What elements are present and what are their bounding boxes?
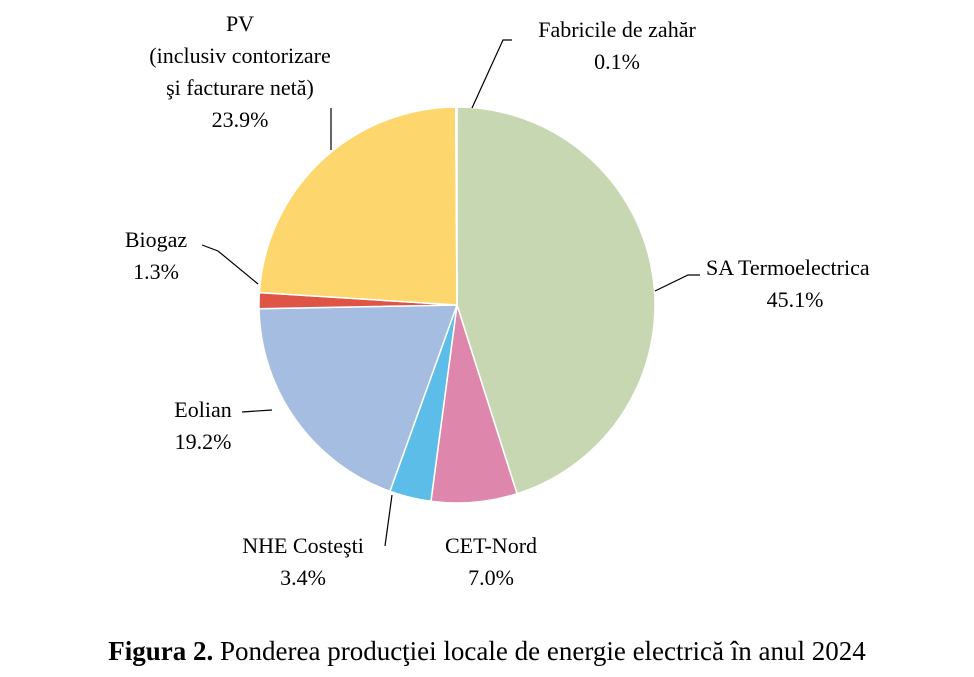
leader-line [241,409,273,413]
slice-percent-label: 45.1% [767,287,824,312]
slice-label: Fabricile de zahăr [538,17,696,42]
caption-text: Ponderea producţiei locale de energie el… [213,636,866,666]
pie-slice [456,106,656,495]
leader-line [384,494,393,547]
pie-slices [258,106,656,504]
leader-line [201,244,259,285]
slice-label: SA Termoelectrica [706,255,870,280]
slice-percent-label: 0.1% [594,49,640,74]
slice-label: (inclusiv contorizare [149,43,330,68]
slice-label: Eolian [174,397,231,422]
leader-lines [201,39,700,547]
slice-percent-label: 1.3% [133,259,179,284]
slice-labels: SA Termoelectrica 45.1% CET-Nord 7.0% NHE Co… [125,11,870,590]
leader-line [654,274,700,292]
pie-slice [455,106,458,306]
figure-caption: Figura 2. Ponderea producţiei locale de … [0,636,974,667]
slice-percent-label: 19.2% [175,429,232,454]
pie-slice [258,106,458,306]
slice-label: şi facturare netă) [166,75,314,100]
leader-line [471,39,512,109]
pie-slice [258,304,459,493]
slice-percent-label: 23.9% [212,107,269,132]
slice-label: Biogaz [125,227,188,252]
pie-chart: SA Termoelectrica 45.1% CET-Nord 7.0% NHE Co… [125,11,870,590]
caption-prefix: Figura 2. [108,636,214,666]
slice-label: PV [226,11,254,36]
slice-percent-label: 3.4% [280,565,326,590]
slice-label: CET-Nord [445,533,537,558]
slice-percent-label: 7.0% [468,565,514,590]
slice-label: NHE Costeşti [242,533,364,558]
